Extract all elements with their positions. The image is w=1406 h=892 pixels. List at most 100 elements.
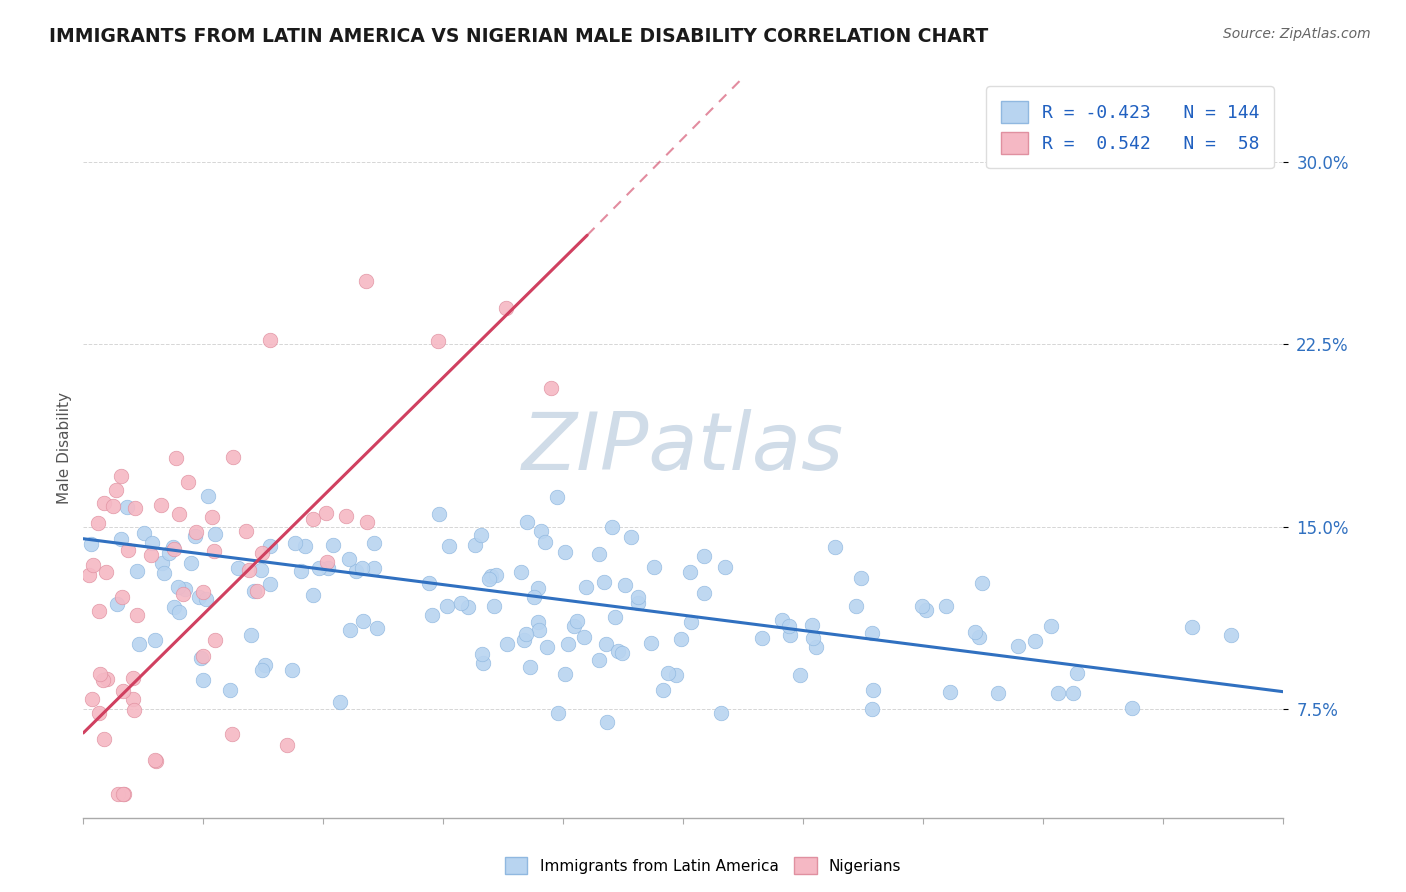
Point xyxy=(276,738,298,752)
Point xyxy=(352,614,374,628)
Point xyxy=(557,637,579,651)
Text: ZIPatlas: ZIPatlas xyxy=(522,409,844,487)
Point xyxy=(115,500,138,514)
Point xyxy=(751,631,773,645)
Point xyxy=(540,381,562,395)
Point xyxy=(204,632,226,647)
Point xyxy=(657,665,679,680)
Point xyxy=(554,545,576,559)
Point xyxy=(174,582,197,597)
Point xyxy=(280,663,302,677)
Point xyxy=(110,532,132,546)
Point xyxy=(366,621,388,635)
Point xyxy=(914,602,936,616)
Point xyxy=(860,626,883,640)
Point xyxy=(1121,701,1143,715)
Point xyxy=(546,490,568,504)
Point xyxy=(801,632,824,646)
Point xyxy=(93,496,115,510)
Point xyxy=(427,507,450,521)
Point xyxy=(339,623,361,637)
Point xyxy=(471,648,494,662)
Point xyxy=(1024,633,1046,648)
Point xyxy=(149,499,172,513)
Point xyxy=(125,607,148,622)
Point xyxy=(316,561,339,575)
Point xyxy=(124,703,146,717)
Point xyxy=(967,630,990,644)
Point xyxy=(96,672,118,686)
Point xyxy=(770,613,793,627)
Point xyxy=(354,274,377,288)
Point xyxy=(547,706,569,720)
Point xyxy=(671,632,693,646)
Point xyxy=(436,599,458,613)
Point xyxy=(614,578,637,592)
Point xyxy=(110,469,132,483)
Point xyxy=(165,450,187,465)
Point xyxy=(139,548,162,562)
Point xyxy=(104,483,127,497)
Point xyxy=(143,633,166,648)
Point xyxy=(860,702,883,716)
Point xyxy=(89,604,111,618)
Point xyxy=(536,640,558,655)
Point xyxy=(167,580,190,594)
Point xyxy=(250,563,273,577)
Point xyxy=(1047,686,1070,700)
Point xyxy=(519,660,541,674)
Point xyxy=(693,586,716,600)
Point xyxy=(1181,620,1204,634)
Point xyxy=(610,646,633,660)
Point xyxy=(80,536,103,550)
Point xyxy=(302,511,325,525)
Point xyxy=(177,475,200,489)
Point xyxy=(250,546,273,560)
Point xyxy=(121,691,143,706)
Point xyxy=(479,569,502,583)
Point xyxy=(911,599,934,614)
Point xyxy=(127,564,149,578)
Point xyxy=(246,583,269,598)
Point xyxy=(575,580,598,594)
Legend: R = -0.423   N = 144, R =  0.542   N =  58: R = -0.423 N = 144, R = 0.542 N = 58 xyxy=(986,87,1274,169)
Point xyxy=(464,538,486,552)
Point xyxy=(482,599,505,614)
Point xyxy=(806,640,828,655)
Point xyxy=(862,682,884,697)
Point xyxy=(184,525,207,540)
Point xyxy=(290,565,312,579)
Point xyxy=(315,506,337,520)
Text: IMMIGRANTS FROM LATIN AMERICA VS NIGERIAN MALE DISABILITY CORRELATION CHART: IMMIGRANTS FROM LATIN AMERICA VS NIGERIA… xyxy=(49,27,988,45)
Point xyxy=(145,753,167,767)
Point xyxy=(190,650,212,665)
Point xyxy=(222,450,245,465)
Point xyxy=(595,637,617,651)
Point xyxy=(987,686,1010,700)
Point xyxy=(1220,628,1243,642)
Point xyxy=(259,539,281,553)
Point xyxy=(254,657,277,672)
Point xyxy=(238,563,260,577)
Point xyxy=(534,535,557,549)
Point xyxy=(77,568,100,582)
Point xyxy=(527,582,550,596)
Point xyxy=(1062,686,1084,700)
Point xyxy=(259,333,281,347)
Point xyxy=(495,301,517,316)
Point xyxy=(471,656,494,670)
Point xyxy=(779,628,801,642)
Point xyxy=(626,596,648,610)
Point xyxy=(163,599,186,614)
Point xyxy=(191,648,214,663)
Point xyxy=(87,706,110,720)
Point xyxy=(651,683,673,698)
Point xyxy=(221,727,243,741)
Point xyxy=(191,585,214,599)
Point xyxy=(515,626,537,640)
Point xyxy=(363,561,385,575)
Point xyxy=(184,529,207,543)
Point xyxy=(235,524,257,538)
Point xyxy=(316,555,339,569)
Point xyxy=(478,572,501,586)
